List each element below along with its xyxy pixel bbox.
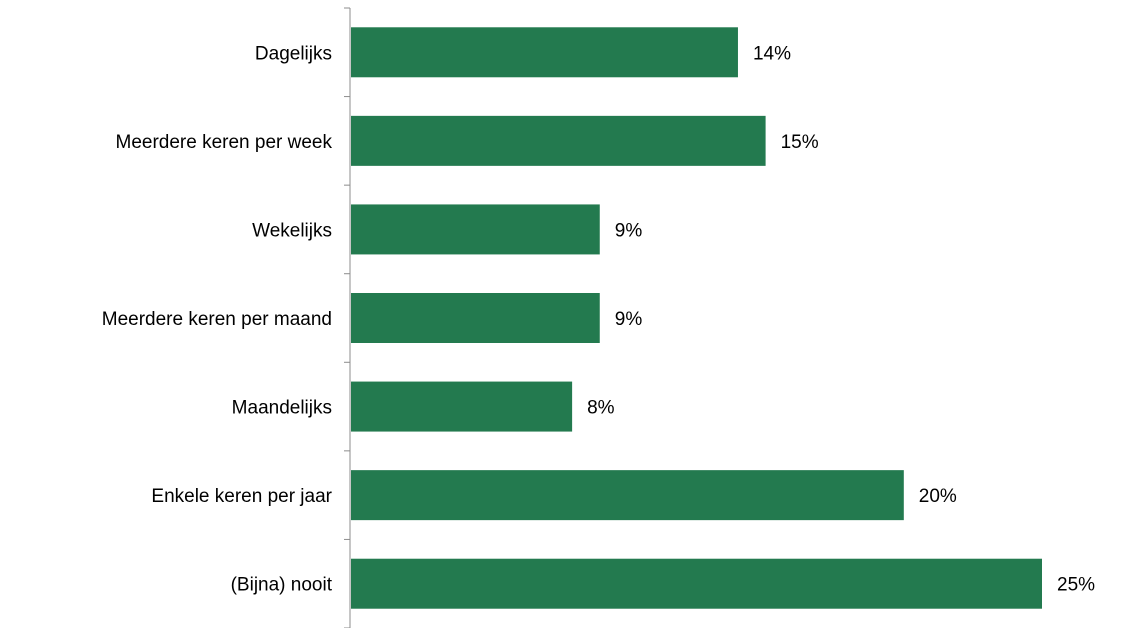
category-label: Dagelijks (255, 43, 332, 64)
value-label: 8% (587, 398, 615, 419)
value-label: 15% (781, 132, 819, 153)
bar (351, 558, 1042, 609)
axis-layer (344, 7, 351, 629)
value-label: 14% (753, 43, 791, 64)
category-label: Enkele keren per jaar (151, 486, 332, 507)
bar (351, 293, 600, 343)
bar (351, 204, 600, 255)
category-label: Maandelijks (232, 398, 332, 419)
bar (351, 381, 573, 432)
value-label: 25% (1057, 575, 1095, 596)
category-label: Meerdere keren per week (116, 132, 333, 153)
category-label: Wekelijks (252, 220, 332, 241)
bar (351, 27, 738, 78)
category-label: (Bijna) nooit (231, 575, 333, 596)
bar (351, 470, 904, 521)
labels-layer: Dagelijks 14% Meerdere keren per week 15% We… (102, 43, 1095, 595)
bars-layer (351, 27, 1042, 609)
value-label: 20% (919, 486, 957, 507)
value-label: 9% (615, 220, 643, 241)
category-label: Meerdere keren per maand (102, 309, 332, 330)
bar (351, 115, 766, 166)
value-label: 9% (615, 309, 643, 330)
